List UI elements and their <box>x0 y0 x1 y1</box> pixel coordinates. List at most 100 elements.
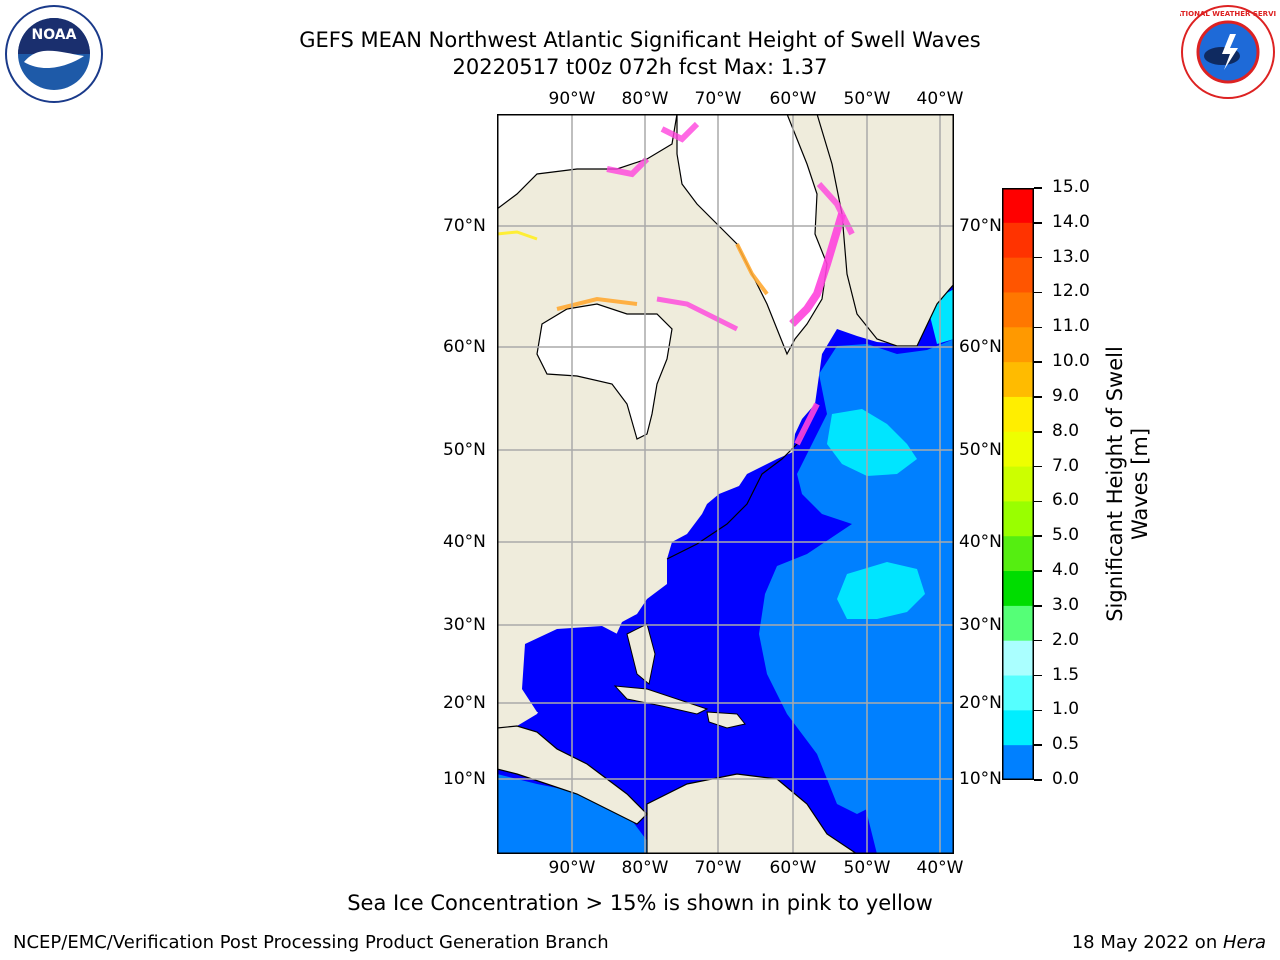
colorbar-tick-mark <box>1034 187 1042 189</box>
lon-label-bottom: 60°W <box>769 858 817 878</box>
colorbar-segment <box>1002 222 1034 259</box>
colorbar-tick-mark <box>1034 326 1042 329</box>
lon-label-bottom: 80°W <box>621 858 669 878</box>
colorbar-tick-label: 6.0 <box>1052 490 1080 511</box>
svg-text:NOAA: NOAA <box>32 27 77 43</box>
colorbar-tick-mark <box>1034 605 1042 607</box>
sea-ice-edges <box>496 121 855 446</box>
ocean-swell-1.0-1.5-central <box>837 562 925 619</box>
colorbar-tick-mark <box>1034 465 1042 468</box>
colorbar-segment <box>1002 292 1034 328</box>
lon-label-top: 80°W <box>621 89 669 109</box>
colorbar-tick-label: 15.0 <box>1052 177 1090 197</box>
colorbar-tick-label: 9.0 <box>1052 385 1080 406</box>
colorbar-segment <box>1002 466 1034 502</box>
colorbar-tick-mark <box>1034 396 1042 398</box>
colorbar-tick-mark <box>1034 779 1042 781</box>
hudson-bay-ice <box>536 303 673 440</box>
lon-label-bottom: 40°W <box>916 858 964 878</box>
hispaniola <box>706 711 746 729</box>
colorbar-segment <box>1002 605 1034 642</box>
colorbar-tick-label: 10.0 <box>1052 351 1090 372</box>
lat-label-left: 60°N <box>443 337 486 357</box>
colorbar-label-line1: Significant Height of Swell <box>1103 346 1127 622</box>
colorbar-segment <box>1002 188 1034 224</box>
lat-label-right: 30°N <box>959 615 1002 635</box>
colorbar-tick-label: 0.0 <box>1052 769 1080 789</box>
gulf-of-mexico <box>522 626 647 714</box>
lon-label-bottom: 70°W <box>694 858 742 878</box>
map-panel <box>496 113 955 855</box>
colorbar-tick-label: 13.0 <box>1052 246 1090 267</box>
lon-label-top: 70°W <box>694 89 742 109</box>
colorbar-tick-mark <box>1034 291 1042 294</box>
lat-label-left: 40°N <box>443 532 486 552</box>
colorbar-segment <box>1002 396 1034 433</box>
lat-label-left: 10°N <box>443 769 486 789</box>
colorbar-segment <box>1002 710 1034 746</box>
footer-left: NCEP/EMC/Verification Post Processing Pr… <box>13 932 609 953</box>
lat-label-right: 40°N <box>959 532 1002 552</box>
colorbar-tick-label: 11.0 <box>1052 316 1090 337</box>
lat-label-left: 20°N <box>443 693 486 713</box>
colorbar <box>1002 188 1034 781</box>
colorbar-tick-label: 5.0 <box>1052 525 1080 546</box>
colorbar-segment <box>1002 675 1034 711</box>
arctic-ice-west <box>496 113 678 211</box>
lon-label-top: 60°W <box>769 89 817 109</box>
colorbar-tick-mark <box>1034 639 1042 642</box>
colorbar-segment <box>1002 571 1034 607</box>
cuba <box>613 685 709 715</box>
footer-right: 18 May 2022 on Hera <box>1072 932 1266 953</box>
lon-label-bottom: 90°W <box>548 858 596 878</box>
lon-label-bottom: 50°W <box>843 858 891 878</box>
lat-label-right: 20°N <box>959 693 1002 713</box>
colorbar-tick-label: 2.0 <box>1052 629 1080 650</box>
colorbar-label-line2: Waves [m] <box>1128 427 1152 541</box>
colorbar-tick-label: 0.5 <box>1052 734 1080 755</box>
lon-label-top: 50°W <box>843 89 891 109</box>
colorbar-segment <box>1002 362 1034 398</box>
ocean-swell-1.0-1.5-north <box>827 409 917 476</box>
plot-subtitle: 20220517 t00z 072h fcst Max: 1.37 <box>452 55 828 79</box>
colorbar-tick-mark <box>1034 222 1042 224</box>
colorbar-tick-label: 3.0 <box>1052 594 1080 615</box>
colorbar-border <box>1002 188 1034 780</box>
colorbar-tick-mark <box>1034 500 1042 503</box>
colorbar-segment <box>1002 431 1034 468</box>
northeast-coast-line <box>666 428 808 560</box>
svg-text:NATIONAL WEATHER SERVICE: NATIONAL WEATHER SERVICE <box>1180 10 1276 18</box>
colorbar-segment <box>1002 327 1034 363</box>
colorbar-tick-mark <box>1034 256 1042 259</box>
lat-label-right: 10°N <box>959 769 1002 789</box>
colorbar-tick-label: 7.0 <box>1052 455 1080 476</box>
lon-label-top: 40°W <box>916 89 964 109</box>
sea-ice-caption: Sea Ice Concentration > 15% is shown in … <box>347 891 933 915</box>
colorbar-tick-label: 14.0 <box>1052 211 1090 232</box>
colorbar-segment <box>1002 257 1034 293</box>
footer-date: 18 May 2022 on <box>1071 932 1223 953</box>
footer-host: Hera <box>1222 932 1266 953</box>
lon-label-top: 90°W <box>548 89 596 109</box>
colorbar-tick-mark <box>1034 431 1042 433</box>
colorbar-tick-label: 1.5 <box>1052 664 1080 685</box>
colorbar-segment <box>1002 536 1034 572</box>
colorbar-segment <box>1002 745 1034 781</box>
colorbar-tick-label: 4.0 <box>1052 560 1080 581</box>
noaa-logo: NOAA <box>4 4 104 104</box>
colorbar-segment <box>1002 501 1034 537</box>
lat-label-left: 70°N <box>443 216 486 236</box>
colorbar-tick-mark <box>1034 361 1042 363</box>
colorbar-tick-label: 8.0 <box>1052 420 1080 441</box>
colorbar-tick-mark <box>1034 709 1042 712</box>
map-frame <box>497 114 954 854</box>
plot-title: GEFS MEAN Northwest Atlantic Significant… <box>299 28 981 52</box>
lat-label-right: 70°N <box>959 216 1002 236</box>
colorbar-tick-mark <box>1034 674 1042 677</box>
lat-label-left: 30°N <box>443 615 486 635</box>
colorbar-tick-label: 1.0 <box>1052 699 1080 720</box>
ocean-swell-0.5-1.0-south <box>497 774 657 854</box>
colorbar-tick-label: 12.0 <box>1052 281 1090 302</box>
lat-label-right: 60°N <box>959 337 1002 357</box>
graticule <box>497 114 954 854</box>
